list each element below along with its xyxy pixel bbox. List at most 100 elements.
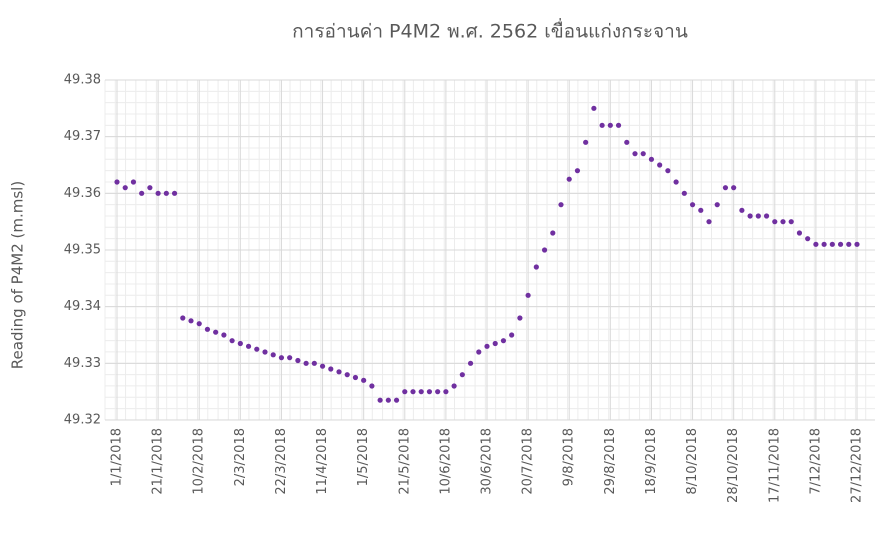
data-point [262, 349, 268, 355]
data-point [533, 264, 539, 270]
x-tick-label: 10/2/2018 [192, 428, 207, 495]
data-point [558, 202, 564, 208]
data-point [393, 397, 400, 403]
data-point [665, 168, 671, 174]
y-tick-label: 49.37 [64, 129, 101, 144]
x-tick-label: 28/10/2018 [726, 428, 741, 503]
data-point [369, 383, 375, 389]
data-point [344, 372, 350, 378]
data-point [237, 340, 243, 347]
x-tick-label: 1/1/2018 [110, 428, 125, 486]
x-tick-label: 29/8/2018 [603, 428, 618, 495]
data-point [287, 355, 293, 361]
data-point [648, 156, 655, 162]
data-point [829, 241, 835, 247]
x-tick-label: 22/3/2018 [274, 428, 289, 495]
y-tick-label: 49.38 [64, 73, 101, 88]
data-point [689, 202, 696, 208]
data-point [295, 357, 301, 364]
x-tick-label: 30/6/2018 [480, 428, 495, 495]
data-point [780, 219, 786, 225]
data-point [673, 179, 679, 185]
data-point [739, 207, 745, 213]
x-tick-label: 21/5/2018 [397, 428, 412, 495]
data-point [254, 346, 260, 352]
data-point [574, 168, 581, 174]
data-point [796, 230, 803, 236]
data-point [714, 202, 720, 208]
x-tick-label: 1/5/2018 [356, 428, 371, 486]
x-tick-label: 2/3/2018 [233, 428, 248, 486]
data-point [213, 329, 219, 335]
x-tick-label: 8/10/2018 [685, 428, 700, 495]
y-tick-label: 49.33 [64, 356, 101, 371]
data-point [846, 241, 852, 247]
y-axis-label: Reading of P4M2 (m.msl) [9, 181, 27, 369]
data-point [122, 185, 128, 191]
data-point [731, 185, 737, 191]
data-point [204, 326, 211, 332]
x-tick-label: 21/1/2018 [151, 428, 166, 495]
data-point [352, 374, 359, 381]
data-point [385, 397, 391, 403]
data-point [336, 369, 342, 375]
data-point [311, 360, 317, 366]
x-tick-label: 10/6/2018 [438, 428, 453, 495]
data-point [583, 139, 589, 145]
data-point [591, 105, 597, 111]
data-point [180, 315, 186, 321]
data-point [500, 338, 507, 344]
data-point [147, 185, 153, 191]
data-point [640, 151, 646, 157]
data-point [319, 363, 326, 369]
data-point [657, 162, 663, 168]
x-tick-label: 18/9/2018 [644, 428, 659, 495]
data-point [747, 213, 753, 219]
data-point [270, 352, 276, 358]
data-point [377, 397, 383, 403]
data-point [681, 190, 687, 196]
data-point [467, 360, 474, 366]
data-point [451, 383, 457, 389]
data-point [114, 179, 120, 185]
data-point [763, 213, 770, 219]
data-point [476, 349, 482, 355]
data-point [698, 207, 704, 213]
data-point [821, 241, 827, 247]
y-tick-label: 49.32 [64, 413, 101, 428]
data-point [492, 340, 498, 347]
y-tick-label: 49.36 [64, 186, 101, 201]
data-point [163, 190, 169, 196]
data-point [599, 122, 605, 128]
data-point [624, 139, 630, 145]
data-point [837, 241, 844, 247]
x-tick-label: 7/12/2018 [808, 428, 823, 495]
data-point [706, 219, 712, 225]
chart-title: การอ่านค่า P4M2 พ.ศ. 2562 เขื่อนแก่งกระจ… [292, 18, 688, 43]
data-point [459, 372, 465, 378]
y-tick-label: 49.35 [64, 243, 101, 258]
data-point [854, 241, 860, 247]
data-point [607, 122, 613, 128]
data-point [278, 355, 285, 361]
x-tick-label: 27/12/2018 [850, 428, 865, 503]
data-point [139, 190, 145, 196]
data-point [484, 343, 490, 349]
x-tick-label: 17/11/2018 [767, 428, 782, 503]
data-point [221, 332, 227, 338]
data-point [722, 185, 729, 191]
data-point [566, 176, 572, 182]
data-point [788, 219, 794, 225]
data-point [229, 338, 235, 344]
data-point [171, 190, 178, 196]
data-point [435, 389, 441, 395]
data-point [509, 332, 515, 338]
data-point [426, 389, 433, 395]
data-point [303, 360, 309, 366]
data-point [813, 241, 819, 247]
y-tick-label: 49.34 [64, 299, 101, 314]
data-point [245, 343, 252, 349]
data-point [615, 122, 622, 128]
x-tick-label: 11/4/2018 [315, 428, 330, 495]
